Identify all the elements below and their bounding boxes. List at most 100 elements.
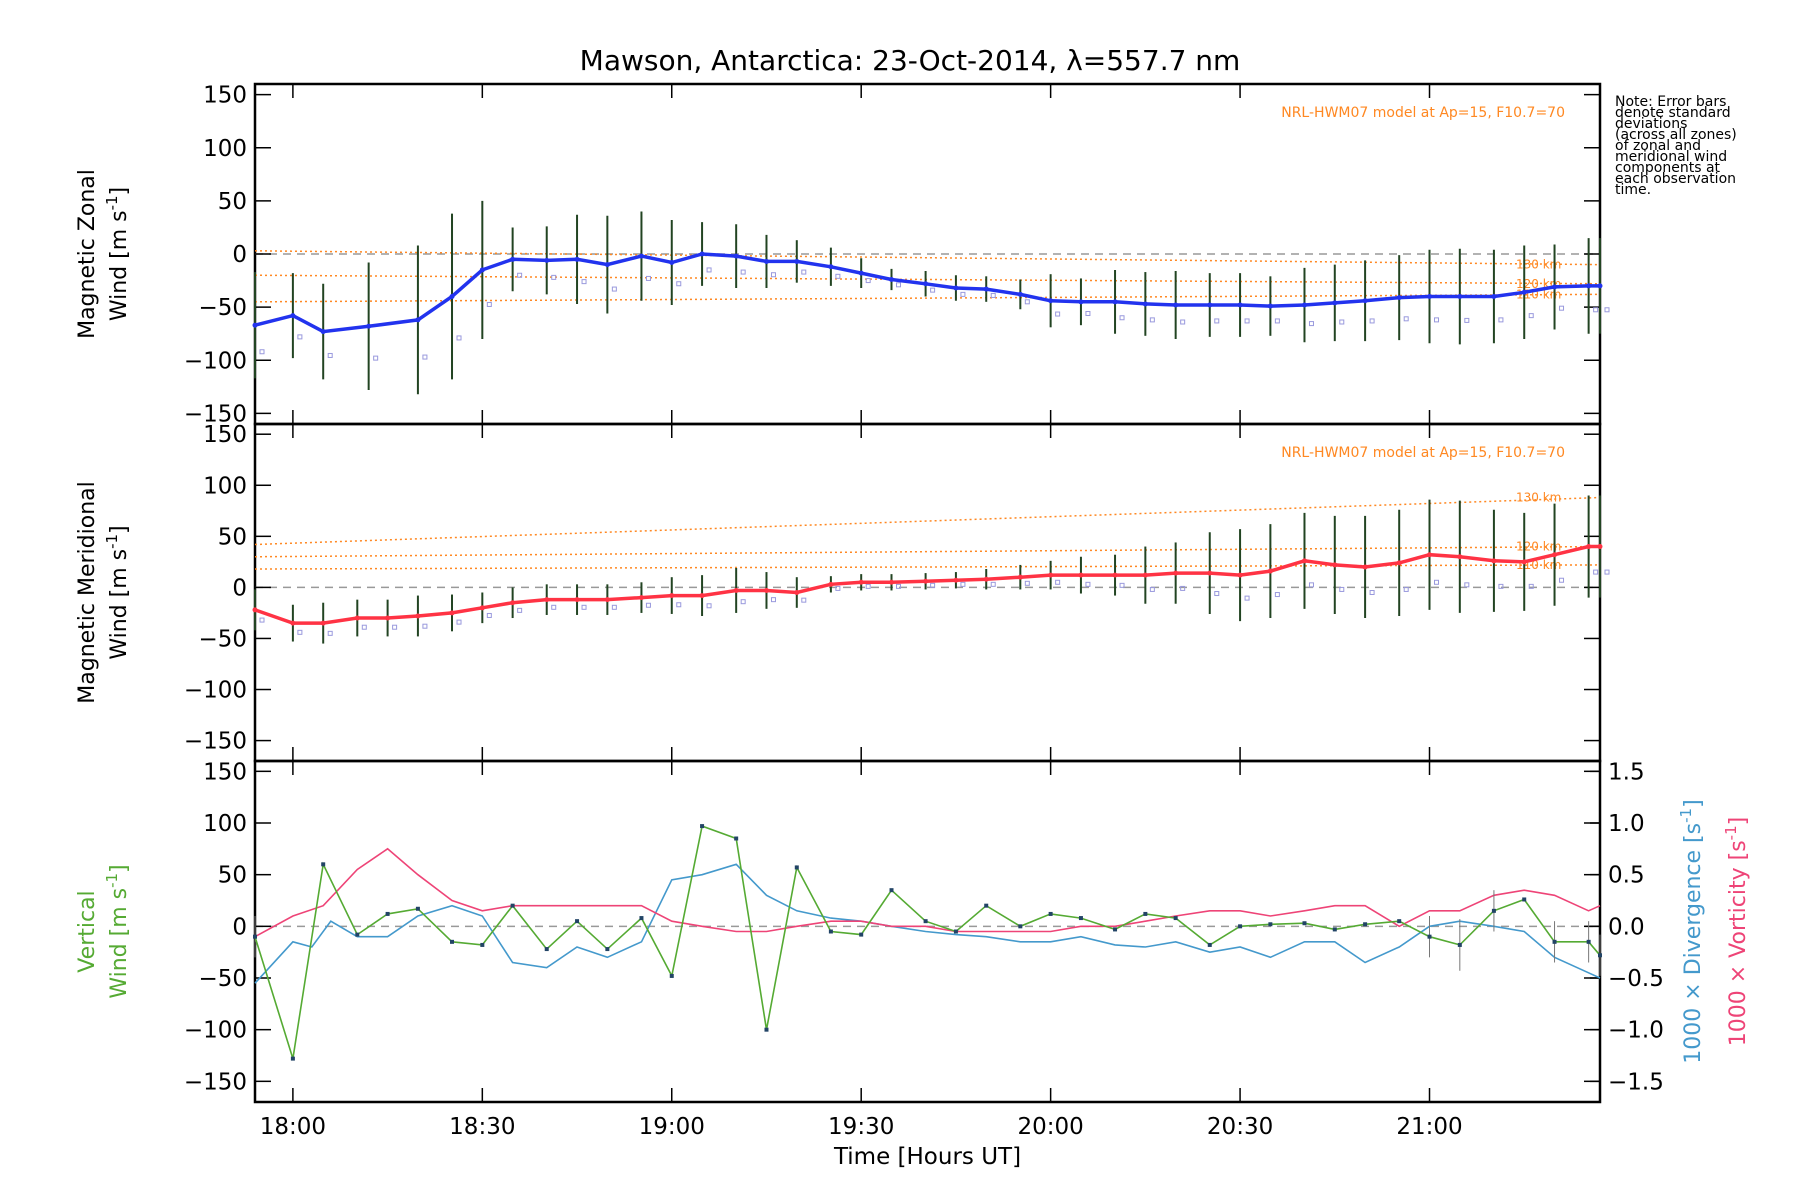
zone-point: [1498, 317, 1504, 323]
zone-point: [1604, 307, 1610, 313]
zone-point: [517, 272, 523, 278]
note-line: of zonal and: [1615, 138, 1701, 154]
data-point: [669, 260, 675, 265]
data-point: [794, 865, 799, 870]
data-point: [1301, 302, 1307, 308]
zone-point: [1528, 583, 1534, 589]
zone-point: [770, 597, 776, 603]
zone-point: [990, 292, 996, 298]
series-vertical-line: [254, 825, 1601, 1059]
x-axis-label: Time [Hours UT]: [833, 1144, 1021, 1170]
y2-tick-label: −0.5: [1608, 966, 1664, 992]
data-point: [923, 578, 929, 584]
data-point: [639, 916, 644, 921]
note-line: (across all zones): [1615, 127, 1737, 143]
zone-point: [259, 617, 265, 623]
y2-axis-label-divergence-text: 1000 × Divergence [s-1]: [1677, 799, 1706, 1063]
data-point: [1457, 554, 1463, 560]
data-point: [1173, 916, 1178, 921]
data-point: [1268, 922, 1273, 927]
zone-point: [1339, 319, 1345, 325]
zone-point: [1403, 586, 1409, 592]
data-point: [355, 932, 360, 937]
zone-point: [740, 599, 746, 605]
data-point: [354, 615, 360, 621]
zone-point: [1024, 299, 1030, 305]
data-point: [794, 590, 800, 595]
zone-point: [581, 279, 587, 285]
y-tick-label: −50: [198, 295, 247, 321]
y-tick-label: 150: [203, 759, 247, 785]
data-point: [828, 581, 834, 587]
zone-point: [676, 602, 682, 608]
series-vorticity-line: [254, 847, 1601, 938]
y-tick-label: 100: [203, 473, 247, 499]
data-point: [1143, 911, 1148, 916]
zone-point: [392, 624, 398, 630]
zone-point: [1085, 311, 1091, 316]
zone-point: [1024, 580, 1030, 586]
zone-point: [611, 604, 617, 610]
zone-point: [1559, 305, 1565, 311]
data-point: [290, 313, 296, 319]
data-point: [1522, 897, 1527, 902]
data-point: [1396, 295, 1402, 301]
data-point: [1173, 302, 1179, 308]
data-point: [366, 323, 372, 329]
zone-point: [1528, 313, 1534, 319]
data-point: [1521, 289, 1527, 295]
y2-tick-label: 0.5: [1608, 863, 1645, 889]
zone-point: [706, 603, 712, 609]
data-point: [1018, 924, 1023, 929]
data-point: [923, 281, 929, 287]
y-axis-label-zonal-line1: Magnetic Zonal: [75, 169, 100, 339]
data-point: [1142, 301, 1148, 307]
data-point: [1173, 570, 1179, 576]
data-point: [1112, 572, 1118, 578]
data-point: [479, 605, 485, 611]
data-point: [1332, 300, 1338, 306]
data-point: [290, 1056, 295, 1061]
y-tick-label: 150: [203, 83, 247, 109]
data-point: [1552, 284, 1558, 290]
data-point: [1586, 544, 1592, 550]
zone-point: [865, 583, 871, 589]
data-point: [669, 593, 675, 599]
data-point: [290, 620, 296, 626]
zone-point: [551, 274, 557, 280]
zone-point: [1498, 583, 1504, 589]
zone-point: [706, 267, 712, 273]
data-point: [1397, 919, 1402, 924]
zone-point: [456, 335, 462, 341]
y-tick-label: 50: [218, 863, 247, 889]
data-point: [1362, 564, 1368, 570]
data-point: [574, 256, 580, 262]
data-point: [1427, 552, 1433, 558]
data-point: [450, 939, 455, 944]
model-label: NRL-HWM07 model at Ap=15, F10.7=70: [1281, 445, 1565, 461]
x-tick-label: 20:30: [1207, 1114, 1273, 1140]
data-point: [889, 579, 895, 585]
data-point: [669, 973, 674, 978]
data-point: [1113, 927, 1118, 932]
zone-point: [1308, 582, 1314, 588]
y-tick-label: −100: [184, 1018, 247, 1044]
data-point: [983, 576, 989, 582]
data-point: [1457, 294, 1463, 299]
zone-point: [1434, 317, 1440, 323]
data-point: [1017, 291, 1023, 297]
data-point: [544, 257, 550, 263]
data-point: [763, 258, 769, 264]
data-point: [984, 903, 989, 908]
data-point: [699, 251, 705, 257]
data-point: [320, 620, 326, 626]
note-line: Note: Error bars: [1615, 94, 1727, 110]
y-tick-label: 0: [232, 575, 247, 601]
chart-title: Mawson, Antarctica: 23-Oct-2014, λ=557.7…: [580, 44, 1241, 77]
zone-point: [1308, 321, 1314, 327]
data-point: [1521, 559, 1527, 565]
zone-point: [1593, 569, 1599, 575]
data-point: [1267, 303, 1273, 309]
note-line: denote standard: [1615, 105, 1731, 121]
model-label: NRL-HWM07 model at Ap=15, F10.7=70: [1281, 105, 1565, 121]
